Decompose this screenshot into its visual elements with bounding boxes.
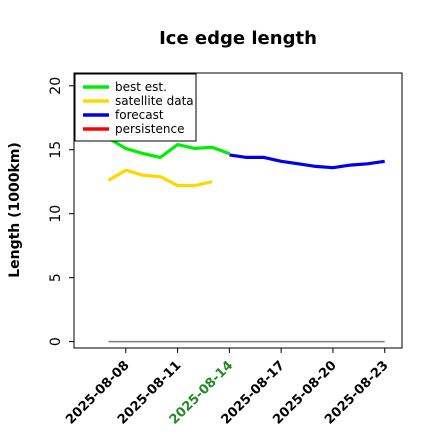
series-line-best-est	[107, 136, 230, 159]
y-axis-label: Length (1000km)	[7, 142, 23, 278]
chart-title: Ice edge length	[159, 28, 317, 49]
series-line-forecast	[229, 153, 385, 170]
series-line-satellite-data	[107, 168, 213, 188]
plot-frame	[73, 72, 403, 349]
y-tick-label: 0	[48, 337, 64, 346]
legend-label-forecast: forecast	[115, 108, 164, 122]
y-tick-label: 10	[48, 205, 64, 223]
legend-label-satellite-data: satellite data	[115, 94, 194, 108]
legend-label-persistence: persistence	[115, 122, 184, 136]
y-tick-label: 5	[48, 273, 64, 282]
legend-label-best-est: best est.	[115, 80, 167, 94]
y-tick-label: 15	[48, 141, 64, 159]
y-tick-label: 20	[48, 77, 64, 95]
legend: best est.satellite dataforecastpersisten…	[74, 73, 197, 142]
